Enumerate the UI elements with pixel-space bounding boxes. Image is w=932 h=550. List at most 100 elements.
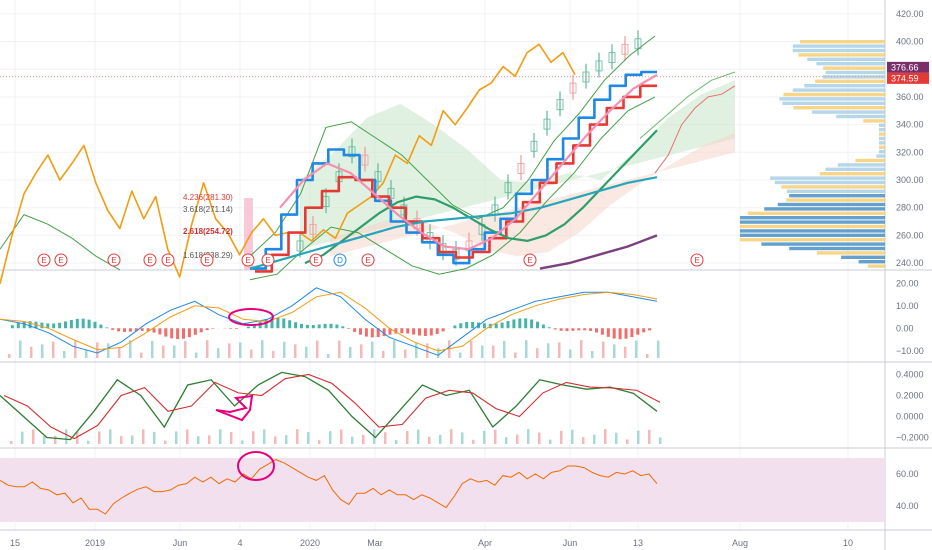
macd-hist-bar [199, 328, 203, 333]
event-marker[interactable]: D [333, 253, 347, 267]
time-axis[interactable]: 15 2019 Jun 4 2020 Mar Apr Jun 13 Aug 10 [10, 538, 853, 548]
macd-hist-bar [22, 321, 26, 329]
macd-hist-bar [518, 318, 522, 329]
macd-hist-bar [494, 323, 498, 329]
volume-profile-bar [740, 229, 885, 233]
macd-hist-bar [317, 324, 321, 329]
event-marker[interactable]: E [361, 253, 375, 267]
osc-volume-bar [54, 435, 57, 444]
macd-hist-bar [87, 319, 91, 329]
price-badge-1[interactable] [887, 61, 929, 73]
event-marker-circle [690, 253, 704, 267]
osc-volume-bar [153, 431, 156, 444]
osc-volume-bar [450, 429, 453, 444]
osc-volume-bar [318, 440, 321, 444]
event-marker[interactable]: E [200, 253, 214, 267]
macd-hist-bar [93, 321, 97, 329]
macd-hist-bar [40, 322, 44, 329]
macd-hist-bar [453, 325, 457, 329]
rsi-band [0, 458, 885, 522]
macd-volume-bar [173, 345, 176, 358]
osc-volume-bar [406, 431, 409, 444]
volume-profile-bar [740, 216, 885, 220]
osc-volume-bar [593, 434, 596, 444]
osc-volume-bar [560, 430, 563, 444]
series-line-1 [250, 70, 657, 270]
macd-hist-bar [506, 321, 510, 329]
macd-volume-bar [657, 340, 660, 358]
osc-volume-bar [483, 430, 486, 444]
macd-tick-label: 20.00 [896, 278, 919, 288]
osc-volume-bar [604, 429, 607, 444]
macd-volume-bar [239, 342, 242, 358]
macd-volume-bar [63, 350, 66, 358]
volume-profile-bar [819, 172, 885, 176]
osc-tick-label: 0.4000 [896, 370, 924, 380]
event-marker-label: D [337, 256, 343, 265]
price-badge-2[interactable] [887, 72, 929, 84]
osc-volume-bar [241, 440, 244, 444]
macd-volume-bar [591, 351, 594, 358]
price-axis[interactable]: 420.00400.00380.00360.00340.00320.00300.… [887, 9, 929, 511]
event-marker[interactable]: E [161, 253, 175, 267]
macd-volume-bar [272, 351, 275, 358]
osc-volume-bar [615, 432, 618, 444]
macd-volume-bar [602, 341, 605, 358]
event-marker-circle [143, 253, 157, 267]
macd-volume-bar [261, 340, 264, 358]
event-marker[interactable]: E [54, 253, 68, 267]
annotations-layer: 4.236(281.30)3.618(271.14)2.618(254.72)1… [0, 76, 885, 481]
envelope-upper [249, 35, 656, 257]
fib-label: 2.618(254.72) [183, 227, 233, 236]
macd-hist-bar [530, 319, 534, 329]
event-marker[interactable]: E [241, 253, 255, 267]
volume-profile-bar [777, 202, 885, 207]
envelope-lower [249, 96, 656, 281]
envelope-left [0, 213, 121, 271]
macd-tick-label: 10.00 [896, 301, 919, 311]
macd-hist-bar [123, 328, 126, 332]
event-marker[interactable]: E [309, 253, 323, 267]
volume-profile-bar [858, 260, 885, 264]
event-marker-circle [241, 253, 255, 267]
macd-volume-bar [613, 344, 616, 358]
annotation-ellipse-macd [228, 308, 274, 326]
event-marker-label: E [41, 256, 46, 265]
macd-volume-bar [140, 352, 143, 358]
event-marker[interactable]: E [143, 253, 157, 267]
macd-volume-bar [85, 349, 88, 358]
macd-volume-bar [371, 341, 374, 358]
osc-volume-bar [21, 431, 24, 444]
volume-profile-bar [825, 70, 885, 75]
macd-hist-bar [164, 328, 168, 337]
osc-volume-bar [505, 436, 508, 444]
osc-volume-bar [296, 429, 299, 444]
event-marker-label: E [365, 256, 370, 265]
event-marker[interactable]: E [107, 253, 121, 267]
volume-profile-bar [815, 79, 885, 83]
volume-profile-bar [855, 158, 885, 163]
volume-profile-bar [764, 207, 885, 211]
macd-volume-bar [74, 340, 77, 358]
macd-volume-bar [151, 340, 154, 358]
macd-hist-bar [382, 328, 386, 336]
osc-volume-bar [362, 434, 365, 444]
osc-volume-bar [285, 435, 288, 444]
event-marker[interactable]: E [37, 253, 51, 267]
macd-volume-bar [8, 354, 11, 358]
macd-hist-bar [630, 328, 634, 338]
event-marker[interactable]: E [261, 253, 275, 267]
volume-profile [740, 40, 885, 268]
macd-volume-bar [305, 346, 308, 358]
macd-volume-bar [19, 340, 22, 358]
volume-profile-bar [740, 233, 885, 237]
event-marker[interactable]: E [690, 253, 704, 267]
event-marker[interactable]: E [523, 253, 537, 267]
event-marker-circle [333, 253, 347, 267]
volume-profile-bar [816, 251, 885, 255]
macd-volume-bar [30, 346, 33, 358]
osc-volume-bar [197, 436, 200, 444]
candle-body [374, 171, 382, 183]
osc-tick-label: 0.2000 [896, 391, 924, 401]
